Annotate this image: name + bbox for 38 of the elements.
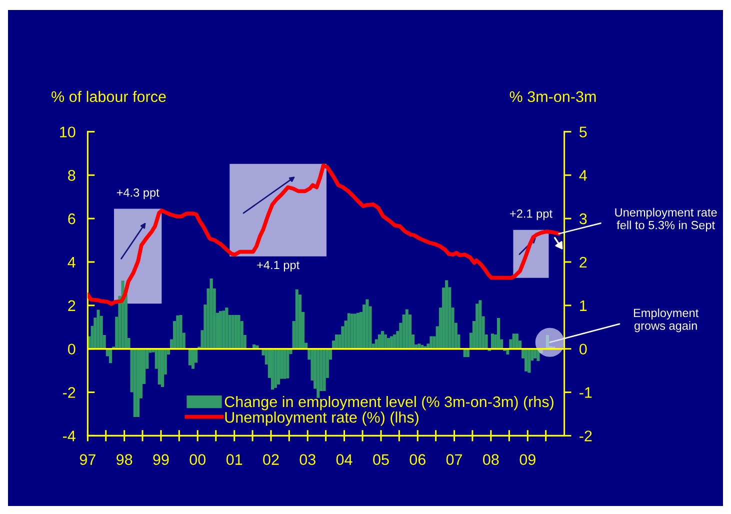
x-tick-label: 01 xyxy=(226,454,242,465)
x-tick-label: 07 xyxy=(446,454,462,465)
y2-tick-label: 0 xyxy=(579,344,587,355)
x-tick-label: 00 xyxy=(190,454,206,465)
x-tick-label: 04 xyxy=(336,454,352,465)
y-tick-label: 4 xyxy=(68,257,76,268)
x-tick-label: 97 xyxy=(80,454,96,465)
y2-tick-label: -1 xyxy=(580,387,592,398)
y-tick-label: 6 xyxy=(68,213,76,224)
x-tick-label: 06 xyxy=(410,454,426,465)
y2-tick-label: 1 xyxy=(580,300,587,311)
x-tick-label: 98 xyxy=(116,454,132,465)
y-tick-label: 10 xyxy=(60,126,76,138)
band-label: +4.3 ppt xyxy=(116,188,160,200)
y-tick-label: -2 xyxy=(62,387,76,398)
y-tick-label: 0 xyxy=(68,344,76,355)
annotation: Unemployment rate fell to 5.3% in Sept xyxy=(615,208,717,232)
band-label: +4.1 ppt xyxy=(257,260,300,272)
x-tick-label: 05 xyxy=(373,454,389,465)
x-tick-label: 08 xyxy=(483,454,499,465)
y2-tick-label: 4 xyxy=(579,170,587,181)
x-tick-label: 99 xyxy=(153,454,169,465)
y-tick-label: -4 xyxy=(62,430,76,442)
x-tick-label: 02 xyxy=(263,454,279,465)
x-tick-label: 09 xyxy=(520,454,536,465)
y2-tick-label: 5 xyxy=(579,126,587,138)
y2-tick-label: 3 xyxy=(579,213,587,224)
legend-label: Unemployment rate (%) (lhs) xyxy=(225,412,418,426)
y-tick-label: 2 xyxy=(68,300,76,311)
y2-tick-label: 2 xyxy=(580,256,587,268)
y-tick-label: 8 xyxy=(68,170,76,181)
band-label: +2.1 ppt xyxy=(510,209,552,220)
y2-tick-label: -2 xyxy=(580,430,592,442)
x-tick-label: 03 xyxy=(300,454,316,465)
annotation: Employment grows again xyxy=(634,308,699,332)
legend-label: Change in employment level (% 3m-on-3m) (rhs) xyxy=(224,396,554,410)
y-axis-title: % of labour force xyxy=(52,90,166,102)
y2-axis-title: % 3m-on-3m xyxy=(510,91,596,102)
